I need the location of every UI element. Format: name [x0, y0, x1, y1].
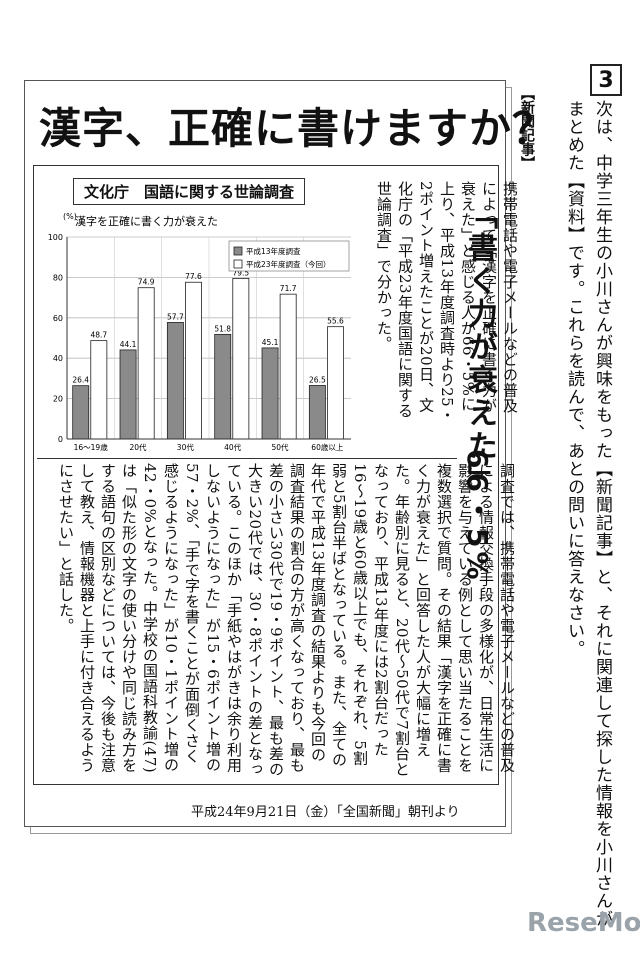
legend-label: 平成23年度調査（今回）: [246, 259, 331, 269]
data-label: 51.8: [214, 324, 231, 333]
data-label: 44.1: [120, 340, 137, 349]
big-percentage: 66・5%: [461, 449, 494, 584]
y-tick-label: 100: [48, 233, 63, 242]
bar: [232, 278, 250, 440]
y-tick-label: 0: [58, 435, 63, 444]
bar: [119, 349, 137, 440]
bar: [137, 287, 155, 440]
newspaper-clipping: 漢字、正確に書けますか？ 文化庁 国語に関する世論調査 漢字を正確に書く力が衰え…: [24, 80, 554, 827]
data-label: 74.9: [138, 278, 155, 287]
y-axis-label: (%): [63, 212, 77, 221]
x-tick-label: 50代: [271, 442, 289, 452]
bar: [185, 281, 202, 440]
source-line: 平成24年9月21日（金）「全国新聞」朝刊より: [191, 805, 460, 820]
resemom-logo: ReseMom: [527, 908, 640, 938]
x-tick-label: 40代: [224, 442, 242, 452]
bar: [90, 340, 108, 440]
legend-swatch: [233, 259, 243, 269]
x-tick-label: 16〜19歳: [74, 442, 109, 452]
bar: [72, 385, 90, 440]
legend-label: 平成13年度調査: [246, 246, 301, 256]
data-label: 77.6: [185, 272, 202, 281]
data-label: 26.5: [309, 375, 326, 384]
data-label: 55.6: [327, 317, 344, 326]
bar-chart: 漢字を正確に書く力が衰えた (%) 0 20 40 60 80 100 26.4 48.7 1…: [48, 212, 351, 452]
article-frame: [33, 165, 499, 785]
section-divider: [37, 458, 457, 459]
y-tick-label: 20: [53, 395, 63, 404]
big-title: 「書く力が衰えた」: [462, 199, 497, 496]
bar: [308, 385, 326, 440]
headline: 漢字、正確に書けますか？: [39, 104, 556, 153]
bar: [166, 322, 184, 440]
legend-swatch: [233, 246, 243, 256]
y-tick-label: 60: [53, 314, 63, 323]
x-tick-label: 20代: [129, 442, 147, 452]
y-tick-label: 40: [53, 354, 63, 363]
data-label: 57.7: [167, 312, 184, 321]
data-label: 45.1: [262, 338, 279, 347]
bar: [214, 333, 232, 440]
bar: [327, 326, 344, 440]
data-label: 71.7: [280, 284, 297, 293]
y-tick-label: 80: [53, 273, 63, 282]
x-tick-label: 30代: [177, 442, 195, 452]
article-lead: 携帯電話や電子メールなどの普及によって「漢字を正確に書く力が衰えた」と感じる人が…: [375, 181, 519, 423]
article-body: 調査では、携帯電話や電子メールなどの普及による情報交換手段の多様化が、日常生活に…: [57, 463, 516, 777]
legend-box: [228, 240, 350, 272]
survey-label: 文化庁 国語に関する世論調査: [73, 178, 306, 205]
chart-title: 漢字を正確に書く力が衰えた: [75, 214, 218, 228]
bar: [279, 293, 297, 440]
logo-text: ReseMom: [527, 908, 640, 938]
bar: [261, 347, 279, 440]
data-label: 48.7: [90, 331, 107, 340]
question-number: 3: [590, 64, 622, 96]
data-label: 26.4: [72, 376, 89, 385]
question-text: 次は、中学三年生の小川さんが興味をもった【新聞記事】と、それに関連して探した情報…: [564, 100, 612, 928]
article-side-tag: 【新聞記事】: [519, 86, 535, 170]
x-tick-label: 60歳以上: [311, 442, 344, 452]
data-label: 79.5: [232, 268, 249, 277]
